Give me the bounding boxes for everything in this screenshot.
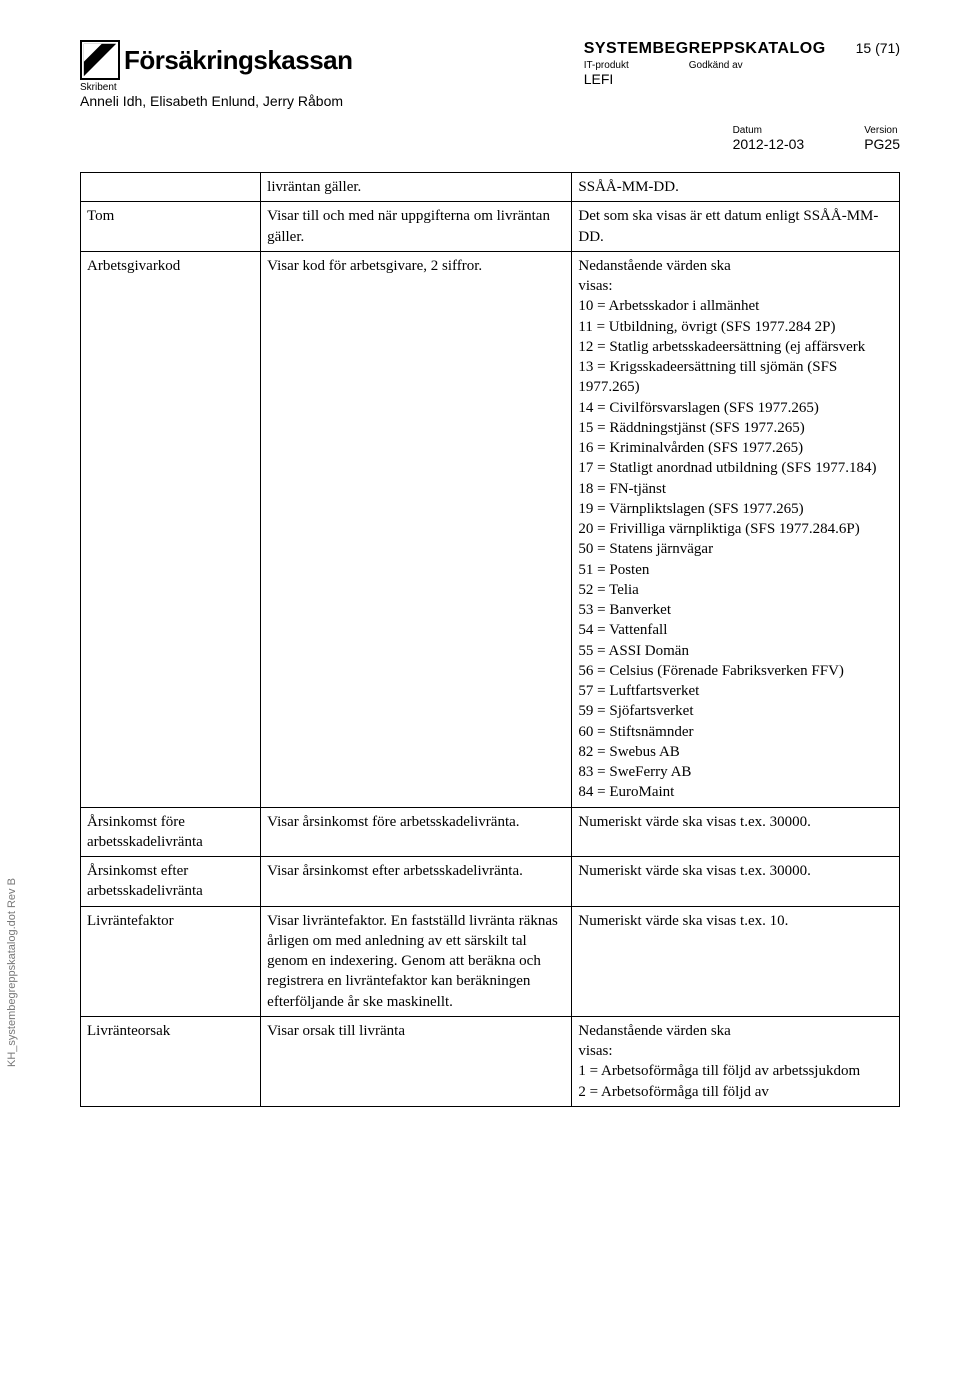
brand-logo-icon [80,40,120,80]
table-cell: Visar till och med när uppgifterna om li… [261,202,572,252]
version-value: PG25 [864,136,900,152]
page: KH_systembegreppskatalog.dot Rev B Försä… [0,0,960,1127]
brand-name: Försäkringskassan [124,45,353,76]
side-template-note: KH_systembegreppskatalog.dot Rev B [6,878,18,1067]
document-header: Försäkringskassan Skribent Anneli Idh, E… [80,40,900,152]
table-cell: Nedanstående värden ska visas: 10 = Arbe… [572,251,900,807]
table-cell: Visar årsinkomst efter arbetsskadelivrän… [261,857,572,907]
table-cell: Det som ska visas är ett datum enligt SS… [572,202,900,252]
table-cell: Livräntefaktor [81,906,261,1016]
document-title: SYSTEMBEGREPPSKATALOG [584,40,826,58]
table-cell: Tom [81,202,261,252]
table-row: Årsinkomst efter arbetsskadelivräntaVisa… [81,857,900,907]
table-cell: Årsinkomst före arbetsskadelivränta [81,807,261,857]
table-row: LivräntefaktorVisar livräntefaktor. En f… [81,906,900,1016]
definitions-table: livräntan gäller.SSÅÅ-MM-DD.TomVisar til… [80,172,900,1107]
table-cell: Numeriskt värde ska visas t.ex. 10. [572,906,900,1016]
table-cell: livräntan gäller. [261,173,572,202]
skribent-names: Anneli Idh, Elisabeth Enlund, Jerry Råbo… [80,93,574,109]
table-cell: Livränteorsak [81,1016,261,1106]
date-label: Datum [733,125,805,136]
page-number: 15 (71) [856,40,900,56]
table-cell: Numeriskt värde ska visas t.ex. 30000. [572,857,900,907]
table-cell: SSÅÅ-MM-DD. [572,173,900,202]
approved-by-label: Godkänd av [689,60,743,71]
skribent-label: Skribent [80,82,574,93]
table-row: livräntan gäller.SSÅÅ-MM-DD. [81,173,900,202]
it-product-label: IT-produkt [584,60,629,71]
table-cell: Visar livräntefaktor. En fastställd livr… [261,906,572,1016]
version-label: Version [864,125,900,136]
table-cell: Visar kod för arbetsgivare, 2 siffror. [261,251,572,807]
table-row: LivränteorsakVisar orsak till livräntaNe… [81,1016,900,1106]
table-row: ArbetsgivarkodVisar kod för arbetsgivare… [81,251,900,807]
table-row: TomVisar till och med när uppgifterna om… [81,202,900,252]
table-row: Årsinkomst före arbetsskadelivräntaVisar… [81,807,900,857]
table-cell: Nedanstående värden ska visas: 1 = Arbet… [572,1016,900,1106]
table-cell: Årsinkomst efter arbetsskadelivränta [81,857,261,907]
table-cell: Numeriskt värde ska visas t.ex. 30000. [572,807,900,857]
date-value: 2012-12-03 [733,136,805,152]
table-cell: Arbetsgivarkod [81,251,261,807]
it-product-value: LEFI [584,71,629,87]
table-cell: Visar orsak till livränta [261,1016,572,1106]
brand-logo-block: Försäkringskassan [80,40,574,80]
table-cell [81,173,261,202]
table-cell: Visar årsinkomst före arbetsskadelivränt… [261,807,572,857]
